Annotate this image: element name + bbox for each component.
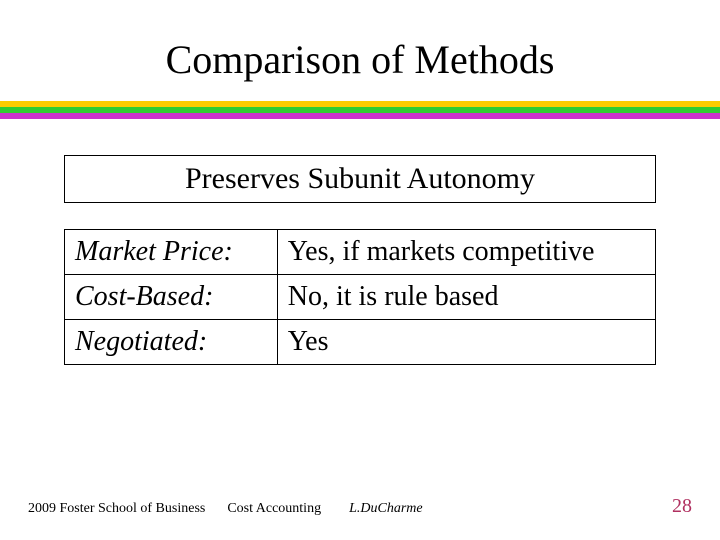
row-value: No, it is rule based (277, 275, 655, 320)
title-underline-stripe (0, 101, 720, 119)
footer-school: 2009 Foster School of Business (28, 501, 205, 517)
row-label: Cost-Based: (65, 275, 278, 320)
subheader-box: Preserves Subunit Autonomy (64, 155, 656, 203)
row-label: Negotiated: (65, 320, 278, 365)
table-row: Cost-Based: No, it is rule based (65, 275, 656, 320)
footer: 2009 Foster School of Business Cost Acco… (0, 495, 720, 518)
table-row: Negotiated: Yes (65, 320, 656, 365)
row-value: Yes, if markets competitive (277, 230, 655, 275)
footer-author: L.DuCharme (349, 501, 423, 517)
methods-table: Market Price: Yes, if markets competitiv… (64, 229, 656, 365)
row-label: Market Price: (65, 230, 278, 275)
subheader-text: Preserves Subunit Autonomy (185, 162, 535, 195)
stripe-row-3 (0, 113, 720, 119)
footer-course: Cost Accounting (227, 501, 321, 517)
row-value: Yes (277, 320, 655, 365)
table-row: Market Price: Yes, if markets competitiv… (65, 230, 656, 275)
slide: Comparison of Methods Preserves Subunit … (0, 0, 720, 540)
page-number: 28 (672, 495, 692, 518)
slide-title: Comparison of Methods (0, 0, 720, 101)
